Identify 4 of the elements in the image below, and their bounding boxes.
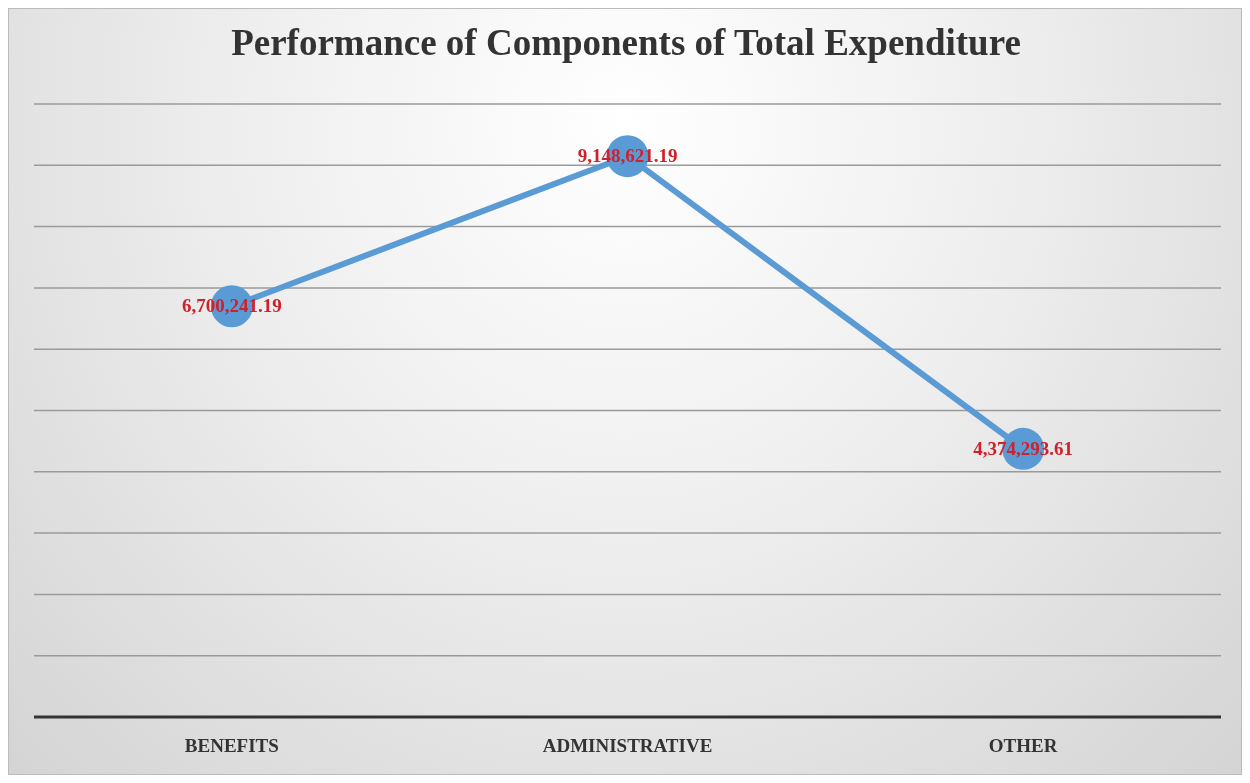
chart-title: Performance of Components of Total Expenditure	[230, 21, 1022, 64]
x-tick-label: BENEFITS	[184, 735, 279, 757]
x-tick-label: OTHER	[988, 735, 1058, 757]
x-tick-label: ADMINISTRATIVE	[542, 735, 713, 757]
